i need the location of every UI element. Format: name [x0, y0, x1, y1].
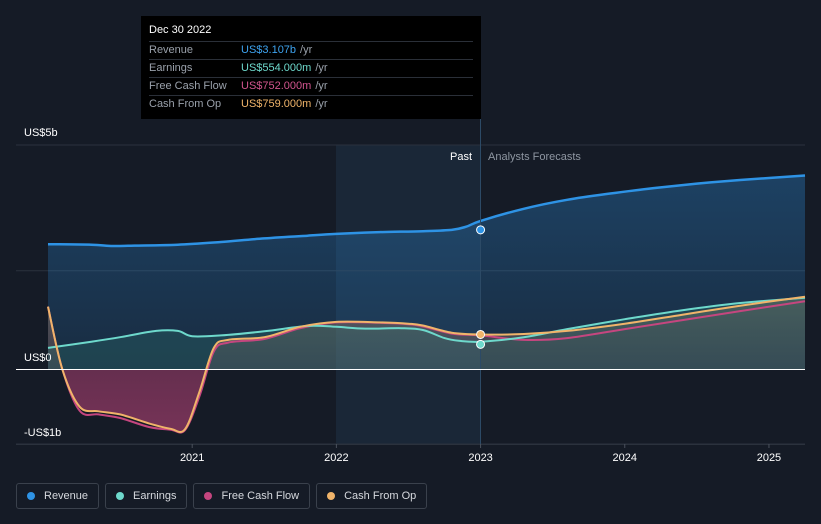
- earnings-marker: [476, 339, 486, 349]
- tooltip-row-revenue: Revenue US$3.107b /yr: [149, 41, 473, 59]
- tooltip-value: US$752.000m: [241, 80, 312, 92]
- cash-from-op-dot-icon: [327, 492, 336, 500]
- revenue-dot-icon: [27, 492, 35, 500]
- chart-markers: [476, 225, 486, 349]
- legend-item-free-cash-flow[interactable]: Free Cash Flow: [193, 483, 311, 509]
- legend-label: Cash From Op: [344, 490, 417, 502]
- x-tick-label: 2022: [324, 452, 348, 464]
- x-tick-label: 2025: [757, 452, 781, 464]
- tooltip-label: Earnings: [149, 62, 193, 74]
- free-cash-flow-line: [47, 300, 806, 434]
- revenue-marker: [476, 225, 486, 235]
- legend-item-earnings[interactable]: Earnings: [105, 483, 188, 509]
- legend-label: Revenue: [44, 490, 89, 502]
- tooltip-unit: /yr: [315, 62, 328, 74]
- tooltip-row-cash-from-op: Cash From Op US$759.000m /yr: [149, 95, 473, 113]
- earnings-line: [47, 296, 806, 349]
- tooltip-unit: /yr: [315, 80, 328, 92]
- tooltip-row-earnings: Earnings US$554.000m /yr: [149, 59, 473, 77]
- y-tick-label: US$0: [24, 352, 52, 364]
- cash-from-op-marker: [476, 329, 486, 339]
- y-tick-label: -US$1b: [24, 427, 61, 439]
- legend-label: Free Cash Flow: [221, 490, 300, 502]
- tooltip-value: US$554.000m: [241, 62, 312, 74]
- earnings-dot-icon: [116, 492, 125, 500]
- tooltip: Dec 30 2022 Revenue US$3.107b /yr Earnin…: [141, 16, 481, 119]
- cash-positive-area: [48, 296, 805, 370]
- tooltip-row-free-cash-flow: Free Cash Flow US$752.000m /yr: [149, 77, 473, 95]
- tooltip-label: Cash From Op: [149, 98, 222, 110]
- x-axis-ticks: 2021 2022 2023 2024 2025: [180, 444, 781, 464]
- cash-from-op-line: [47, 295, 806, 434]
- tooltip-value: US$759.000m: [241, 98, 312, 110]
- tooltip-unit: /yr: [315, 98, 328, 110]
- free-cash-flow-dot-icon: [204, 492, 213, 500]
- chart-legend: Revenue Earnings Free Cash Flow Cash Fro…: [16, 483, 428, 509]
- tooltip-unit: /yr: [300, 44, 313, 56]
- x-tick-label: 2021: [180, 452, 204, 464]
- legend-label: Earnings: [133, 490, 177, 502]
- legend-item-cash-from-op[interactable]: Cash From Op: [316, 483, 428, 509]
- tooltip-value: US$3.107b: [241, 44, 297, 56]
- earnings-area: [48, 297, 805, 370]
- cash-negative-area: [48, 369, 805, 433]
- y-tick-label: US$5b: [24, 127, 58, 139]
- x-tick-label: 2023: [468, 452, 492, 464]
- forecast-label: Analysts Forecasts: [488, 151, 581, 163]
- tooltip-date: Dec 30 2022: [149, 24, 212, 36]
- legend-item-revenue[interactable]: Revenue: [16, 483, 100, 509]
- tooltip-label: Free Cash Flow: [149, 80, 227, 92]
- x-tick-label: 2024: [613, 452, 637, 464]
- tooltip-label: Revenue: [149, 44, 194, 56]
- revenue-line: [47, 174, 806, 248]
- chart-lines: [47, 174, 806, 434]
- past-label: Past: [450, 151, 472, 163]
